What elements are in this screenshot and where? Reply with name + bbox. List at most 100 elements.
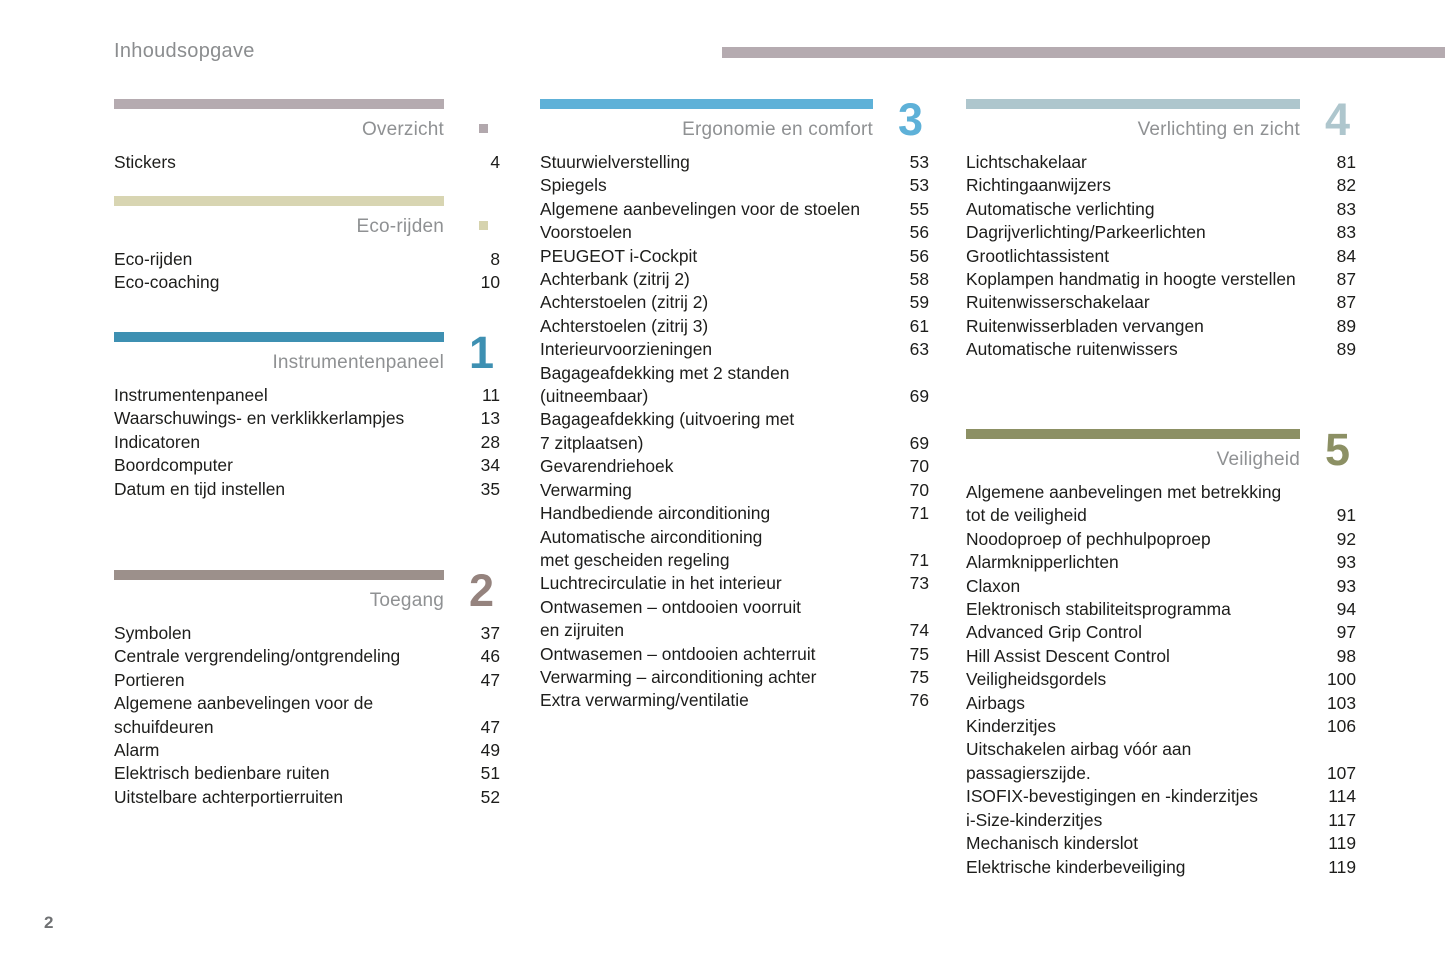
toc-item: Stickers 4 [114, 151, 500, 174]
chapter-number: 5 [1324, 424, 1350, 475]
toc-item: Waarschuwings- en verklikkerlampjes 13 [114, 407, 500, 430]
page-title: Inhoudsopgave [114, 40, 255, 62]
toc-item: Alarmknipperlichten 93 [966, 551, 1356, 574]
toc-item: Automatische ruitenwissers 89 [966, 338, 1356, 361]
section-header: Instrumentenpaneel [272, 352, 444, 373]
chapter-number: 3 [897, 94, 923, 145]
toc-item: Uitstelbare achterportierruiten 52 [114, 786, 500, 809]
section-items: Stickers 4 [114, 151, 500, 174]
toc-item: Elektrisch bedienbare ruiten 51 [114, 762, 500, 785]
toc-item-label: Gevarendriehoek [540, 456, 674, 477]
toc-item-page: 52 [480, 786, 500, 807]
toc-item-label: Stickers [114, 152, 176, 172]
toc-item-label: Verwarming – airconditioning achter [540, 666, 817, 687]
toc-item: Indicatoren 28 [114, 431, 500, 454]
toc-item-page: 13 [480, 408, 500, 429]
toc-item: Koplampen handmatig in hoogte verstellen… [966, 268, 1356, 291]
toc-item-page: 87 [1336, 269, 1356, 290]
toc-item-label: Symbolen [114, 623, 192, 643]
toc-item-page: 53 [909, 175, 929, 196]
toc-item-page: 46 [480, 646, 500, 667]
toc-item-label: Claxon [966, 575, 1021, 596]
toc-item-label: Instrumentenpaneel [114, 385, 268, 405]
toc-item-page: 55 [909, 198, 929, 219]
toc-column-1: Overzicht Stickers 4 Eco-rijden Eco-rijde… [114, 0, 500, 964]
toc-item-label: Alarmknipperlichten [966, 552, 1119, 573]
toc-item-label: ISOFIX-bevestigingen en -kinderzitjes [966, 786, 1258, 807]
toc-item-page: 35 [480, 478, 500, 499]
toc-item: Hill Assist Descent Control 98 [966, 645, 1356, 668]
section-items: Lichtschakelaar 81 Richtingaanwijzers 82 Aut… [966, 151, 1356, 362]
toc-item: ISOFIX-bevestigingen en -kinderzitjes 114 [966, 785, 1356, 808]
toc-item-page: 71 [909, 503, 929, 524]
toc-item-page: 83 [1336, 222, 1356, 243]
toc-item-label: Verwarming [540, 479, 632, 500]
toc-item-label: Lichtschakelaar [966, 152, 1087, 172]
toc-item: Handbediende airconditioning 71 [540, 502, 929, 525]
toc-item: Alarm 49 [114, 739, 500, 762]
section-accent-bar [114, 196, 444, 206]
toc-item-label: Algemene aanbevelingen met betrekking to… [966, 482, 1282, 526]
toc-item-page: 4 [490, 152, 500, 172]
section-items: Algemene aanbevelingen met betrekking to… [966, 481, 1356, 879]
toc-item: Lichtschakelaar 81 [966, 151, 1356, 174]
toc-item-page: 63 [909, 339, 929, 360]
toc-item: Interieurvoorzieningen 63 [540, 338, 929, 361]
toc-item-label: Grootlichtassistent [966, 245, 1110, 266]
toc-item-page: 70 [909, 456, 929, 477]
toc-item: Automatische airconditioning met geschei… [540, 526, 929, 573]
toc-item: Ontwasemen – ontdooien voorruit en zijru… [540, 596, 929, 643]
toc-item-label: Koplampen handmatig in hoogte verstellen [966, 269, 1296, 290]
toc-item-page: 103 [1326, 692, 1356, 713]
toc-item-page: 70 [909, 479, 929, 500]
toc-item: Eco-rijden 8 [114, 248, 500, 271]
section-items: Symbolen 37 Centrale vergrendeling/ontgren… [114, 622, 500, 809]
toc-item: Bagageafdekking (uitvoering met 7 zitpla… [540, 408, 929, 455]
toc-item-page: 91 [1336, 505, 1356, 526]
toc-item-page: 28 [480, 431, 500, 452]
toc-item-label: Achterstoelen (zitrij 2) [540, 292, 709, 313]
toc-item-label: Hill Assist Descent Control [966, 645, 1170, 666]
section-eco-rijden: Eco-rijden Eco-rijden 8 Eco-coaching 10 [114, 196, 500, 295]
section-veiligheid: 5 Veiligheid Algemene aanbevelingen met … [966, 424, 1356, 879]
section-header: Eco-rijden [356, 216, 444, 237]
toc-item-page: 106 [1326, 716, 1356, 737]
toc-item: i-Size-kinderzitjes 117 [966, 809, 1356, 832]
toc-item: Uitschakelen airbag vóór aan passagiersz… [966, 738, 1356, 785]
section-header: Toegang [369, 590, 444, 611]
toc-item-page: 75 [909, 666, 929, 687]
toc-item-label: Extra verwarming/ventilatie [540, 690, 749, 711]
toc-item-label: Mechanisch kinderslot [966, 833, 1139, 854]
section-overzicht: Overzicht Stickers 4 [114, 99, 500, 174]
toc-item-label: Noodoproep of pechhulpoproep [966, 528, 1211, 549]
toc-item-page: 71 [909, 549, 929, 570]
toc-item-label: Elektronisch stabiliteitsprogramma [966, 599, 1231, 620]
toc-item-page: 47 [480, 716, 500, 737]
toc-item-label: Automatische ruitenwissers [966, 339, 1178, 360]
section-accent-bar [114, 99, 444, 109]
toc-item-page: 37 [480, 623, 500, 643]
section-header: Veiligheid [1216, 449, 1300, 470]
toc-item-label: Ruitenwisserbladen vervangen [966, 315, 1204, 336]
toc-item-label: Eco-coaching [114, 272, 220, 293]
toc-item: Elektrische kinderbeveiliging 119 [966, 856, 1356, 879]
toc-item: Spiegels 53 [540, 174, 929, 197]
section-marker-square [479, 221, 488, 230]
toc-item-label: Uitstelbare achterportierruiten [114, 786, 344, 807]
toc-item: Automatische verlichting 83 [966, 198, 1356, 221]
section-toegang: 2 Toegang Symbolen 37 Centrale vergrendeli… [114, 568, 500, 809]
toc-item: Luchtrecirculatie in het interieur 73 [540, 572, 929, 595]
toc-item-page: 8 [490, 249, 500, 269]
toc-item: Symbolen 37 [114, 622, 500, 645]
toc-item-label: Handbediende airconditioning [540, 503, 771, 524]
toc-item-page: 53 [909, 152, 929, 172]
toc-item-page: 93 [1336, 552, 1356, 573]
section-items: Eco-rijden 8 Eco-coaching 10 [114, 248, 500, 295]
toc-item-label: Achterbank (zitrij 2) [540, 269, 690, 290]
toc-item-label: Eco-rijden [114, 249, 193, 269]
toc-item: Centrale vergrendeling/ontgrendeling 46 [114, 645, 500, 668]
toc-item-label: Interieurvoorzieningen [540, 339, 713, 360]
toc-item-page: 75 [909, 643, 929, 664]
toc-item-label: Stuurwielverstelling [540, 152, 690, 172]
